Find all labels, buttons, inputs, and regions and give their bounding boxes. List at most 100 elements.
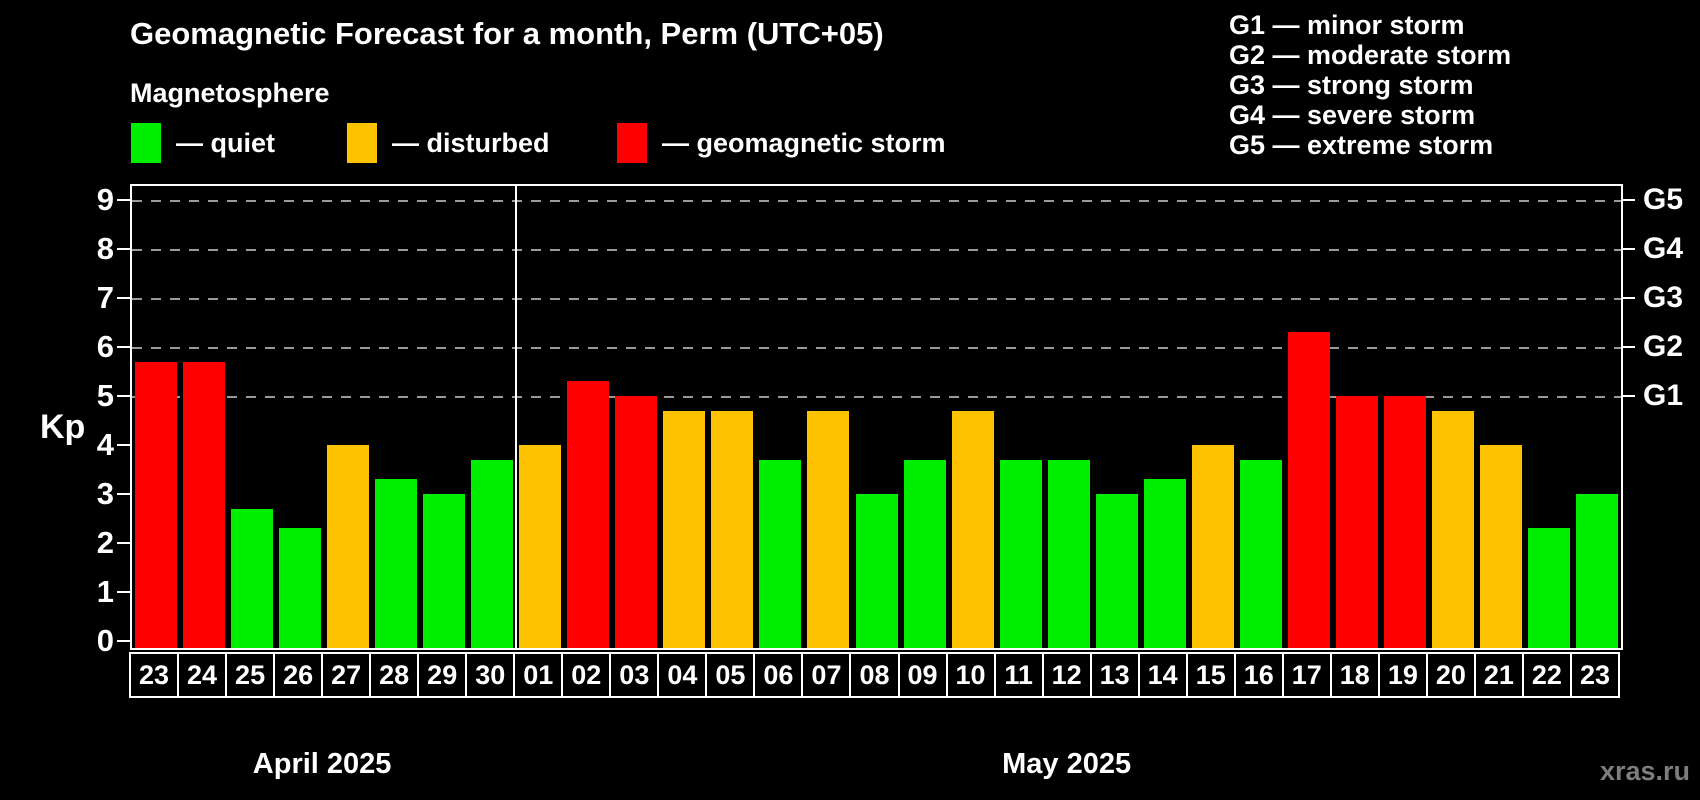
day-cell-30: 30: [465, 652, 516, 698]
kp-bar-day-08: [855, 493, 898, 648]
kp-bar-day-01: [519, 444, 562, 648]
day-cell-04: 04: [657, 652, 708, 698]
day-cell-15: 15: [1185, 652, 1236, 698]
day-cell-13: 13: [1089, 652, 1140, 698]
plot-area: [130, 184, 1623, 650]
gridline-kp6: [132, 347, 1621, 350]
kp-bar-day-18: [1335, 396, 1378, 648]
month-label-april: April 2025: [252, 748, 392, 780]
month-separator: [515, 186, 518, 648]
y-tick-label-0: 0: [96, 622, 114, 658]
kp-bar-day-20: [1431, 410, 1474, 648]
day-cell-14: 14: [1137, 652, 1188, 698]
kp-bar-day-26: [279, 528, 322, 648]
y-tick-0: [117, 639, 130, 642]
month-label-may: May 2025: [1002, 748, 1132, 780]
day-cell-21: 21: [1473, 652, 1524, 698]
y-tick-label-7: 7: [96, 280, 114, 316]
kp-bar-day-27: [327, 444, 370, 648]
y-axis-title: Kp: [40, 408, 86, 446]
kp-bar-day-09: [903, 459, 946, 648]
legend-label-disturbed: — disturbed: [392, 128, 550, 158]
day-cell-03: 03: [609, 652, 660, 698]
kp-bar-day-21: [1479, 444, 1522, 648]
legend-swatch-storm: [617, 123, 647, 163]
day-cell-27: 27: [321, 652, 372, 698]
day-cell-17: 17: [1281, 652, 1332, 698]
day-cell-20: 20: [1425, 652, 1476, 698]
kp-bar-day-17: [1287, 332, 1330, 648]
legend-swatch-disturbed: [347, 123, 377, 163]
kp-bar-day-10: [951, 410, 994, 648]
g-scale-line-g5: G5 — extreme storm: [1229, 130, 1494, 160]
day-cell-09: 09: [897, 652, 948, 698]
day-cell-23: 23: [129, 652, 180, 698]
y-tick-label-9: 9: [96, 182, 114, 218]
y-tick-4: [117, 443, 130, 446]
kp-bar-day-23: [135, 361, 178, 648]
kp-bar-day-03: [615, 396, 658, 648]
day-cell-19: 19: [1377, 652, 1428, 698]
x-axis-day-strip: 23 24 25 26 27 28 29 30 01 02 03 04 05 06 07 08 09 10 11 12…: [129, 652, 1623, 698]
day-cell-11: 11: [993, 652, 1044, 698]
right-label-G1: G1: [1643, 379, 1684, 413]
kp-bar-day-14: [1143, 479, 1186, 648]
subtitle-magnetosphere: Magnetosphere: [130, 78, 330, 108]
right-label-G2: G2: [1643, 330, 1684, 364]
day-cell-02: 02: [561, 652, 612, 698]
kp-bar-day-30: [471, 459, 514, 648]
right-tick-G3: [1622, 297, 1635, 300]
day-cell-07: 07: [801, 652, 852, 698]
gridline-kp9: [132, 200, 1621, 203]
right-tick-G4: [1622, 248, 1635, 251]
day-cell-22: 22: [1521, 652, 1572, 698]
day-cell-05: 05: [705, 652, 756, 698]
y-tick-label-1: 1: [96, 573, 114, 609]
gridline-kp8: [132, 249, 1621, 252]
right-label-G4: G4: [1643, 232, 1684, 266]
day-cell-12: 12: [1041, 652, 1092, 698]
legend-label-storm: — geomagnetic storm: [662, 128, 946, 158]
y-tick-2: [117, 541, 130, 544]
legend-swatch-quiet: [131, 123, 161, 163]
page-title: Geomagnetic Forecast for a month, Perm (…: [130, 16, 884, 51]
y-tick-label-2: 2: [96, 524, 114, 560]
day-cell-29: 29: [417, 652, 468, 698]
g-scale-legend: G1 — minor storm G2 — moderate storm G3 …: [1229, 10, 1511, 160]
gridline-kp7: [132, 298, 1621, 301]
kp-bar-day-15: [1191, 444, 1234, 648]
kp-bar-day-06: [759, 459, 802, 648]
right-tick-G1: [1622, 395, 1635, 398]
day-cell-08: 08: [849, 652, 900, 698]
y-tick-label-5: 5: [96, 378, 114, 414]
gridline-kp5: [132, 396, 1621, 399]
g-scale-line-g4: G4 — severe storm: [1229, 100, 1476, 130]
g-scale-line-g1: G1 — minor storm: [1229, 10, 1465, 40]
kp-bar-day-04: [663, 410, 706, 648]
y-tick-7: [117, 297, 130, 300]
kp-bar-day-12: [1047, 459, 1090, 648]
day-cell-28: 28: [369, 652, 420, 698]
kp-bar-day-07: [807, 410, 850, 648]
day-cell-24: 24: [177, 652, 228, 698]
kp-bar-day-22: [1527, 528, 1570, 648]
day-cell-18: 18: [1329, 652, 1380, 698]
kp-bar-day-13: [1095, 493, 1138, 648]
right-label-G5: G5: [1643, 183, 1684, 217]
day-cell-16: 16: [1233, 652, 1284, 698]
kp-bar-day-19: [1383, 396, 1426, 648]
day-cell-23: 23: [1569, 652, 1620, 698]
kp-bar-day-28: [375, 479, 418, 648]
y-tick-label-4: 4: [96, 426, 114, 462]
y-tick-label-8: 8: [96, 231, 114, 267]
day-cell-01: 01: [513, 652, 564, 698]
legend-label-quiet: — quiet: [176, 128, 275, 158]
kp-bar-day-16: [1239, 459, 1282, 648]
kp-bar-day-02: [567, 381, 610, 648]
kp-bar-day-05: [711, 410, 754, 648]
day-cell-10: 10: [945, 652, 996, 698]
y-tick-6: [117, 346, 130, 349]
kp-bar-day-23: [1575, 493, 1618, 648]
y-tick-3: [117, 492, 130, 495]
